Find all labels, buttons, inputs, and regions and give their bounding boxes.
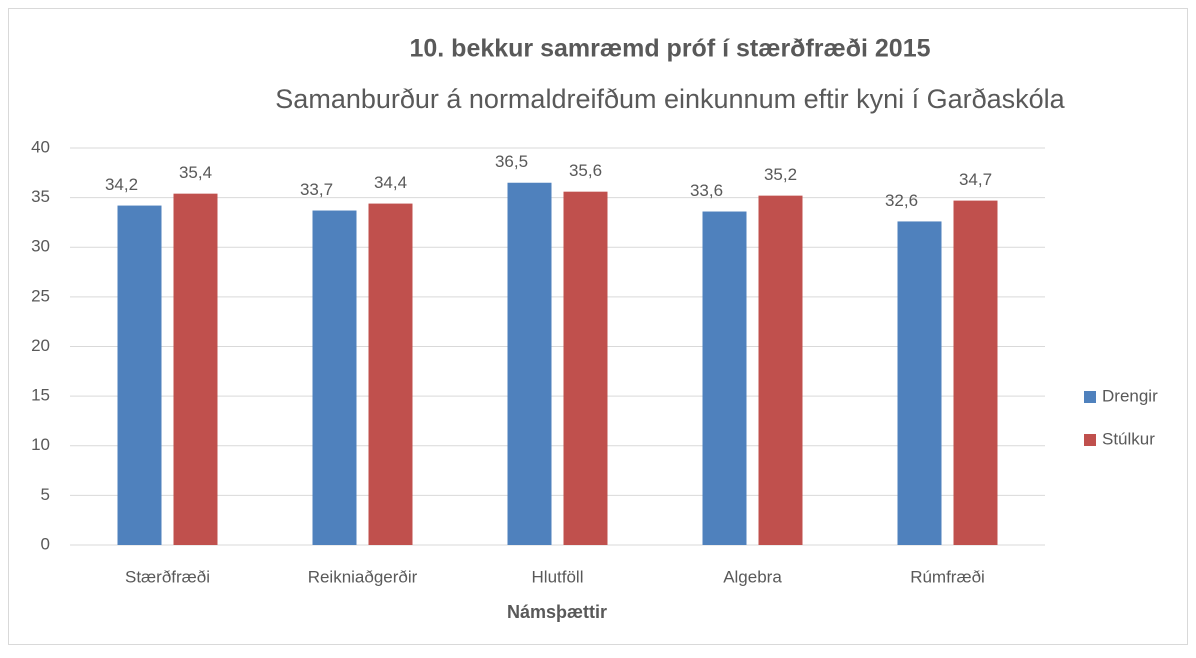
x-tick-label: Reikniaðgerðir <box>308 567 418 586</box>
y-tick-label: 40 <box>31 137 50 156</box>
data-label: 33,7 <box>300 180 333 199</box>
x-axis-label: Námsþættir <box>507 602 607 622</box>
bar <box>117 205 162 545</box>
bar <box>173 193 218 545</box>
bar <box>702 211 747 545</box>
x-tick-label: Stærðfræði <box>125 567 210 586</box>
y-tick-label: 30 <box>31 237 50 256</box>
y-tick-label: 15 <box>31 386 50 405</box>
data-label: 34,2 <box>105 175 138 194</box>
y-tick-label: 35 <box>31 187 50 206</box>
data-label: 34,4 <box>374 173 407 192</box>
data-label: 33,6 <box>690 181 723 200</box>
legend-label: Drengir <box>1102 386 1158 405</box>
data-label: 36,5 <box>495 152 528 171</box>
bar <box>563 191 608 546</box>
chart-subtitle: Samanburður á normaldreifðum einkunnum e… <box>275 84 1065 114</box>
y-tick-label: 20 <box>31 336 50 355</box>
chart-title: 10. bekkur samræmd próf í stærðfræði 201… <box>409 35 930 63</box>
bar <box>953 200 998 546</box>
y-tick-label: 5 <box>41 485 50 504</box>
y-tick-label: 10 <box>31 435 50 454</box>
legend-label: Stúlkur <box>1102 429 1155 448</box>
x-tick-label: Algebra <box>723 567 782 586</box>
x-tick-label: Rúmfræði <box>910 567 985 586</box>
bar <box>897 221 942 545</box>
legend-swatch <box>1084 434 1096 446</box>
data-label: 35,2 <box>764 165 797 184</box>
data-label: 35,4 <box>179 163 212 182</box>
bar <box>312 210 357 545</box>
legend-swatch <box>1084 391 1096 403</box>
y-tick-label: 25 <box>31 286 50 305</box>
bar <box>758 195 803 545</box>
bar <box>368 203 413 545</box>
data-label: 34,7 <box>959 170 992 189</box>
y-tick-label: 0 <box>41 534 50 553</box>
data-label: 35,6 <box>569 161 602 180</box>
bar <box>507 182 552 546</box>
x-tick-label: Hlutföll <box>532 567 584 586</box>
data-label: 32,6 <box>885 191 918 210</box>
